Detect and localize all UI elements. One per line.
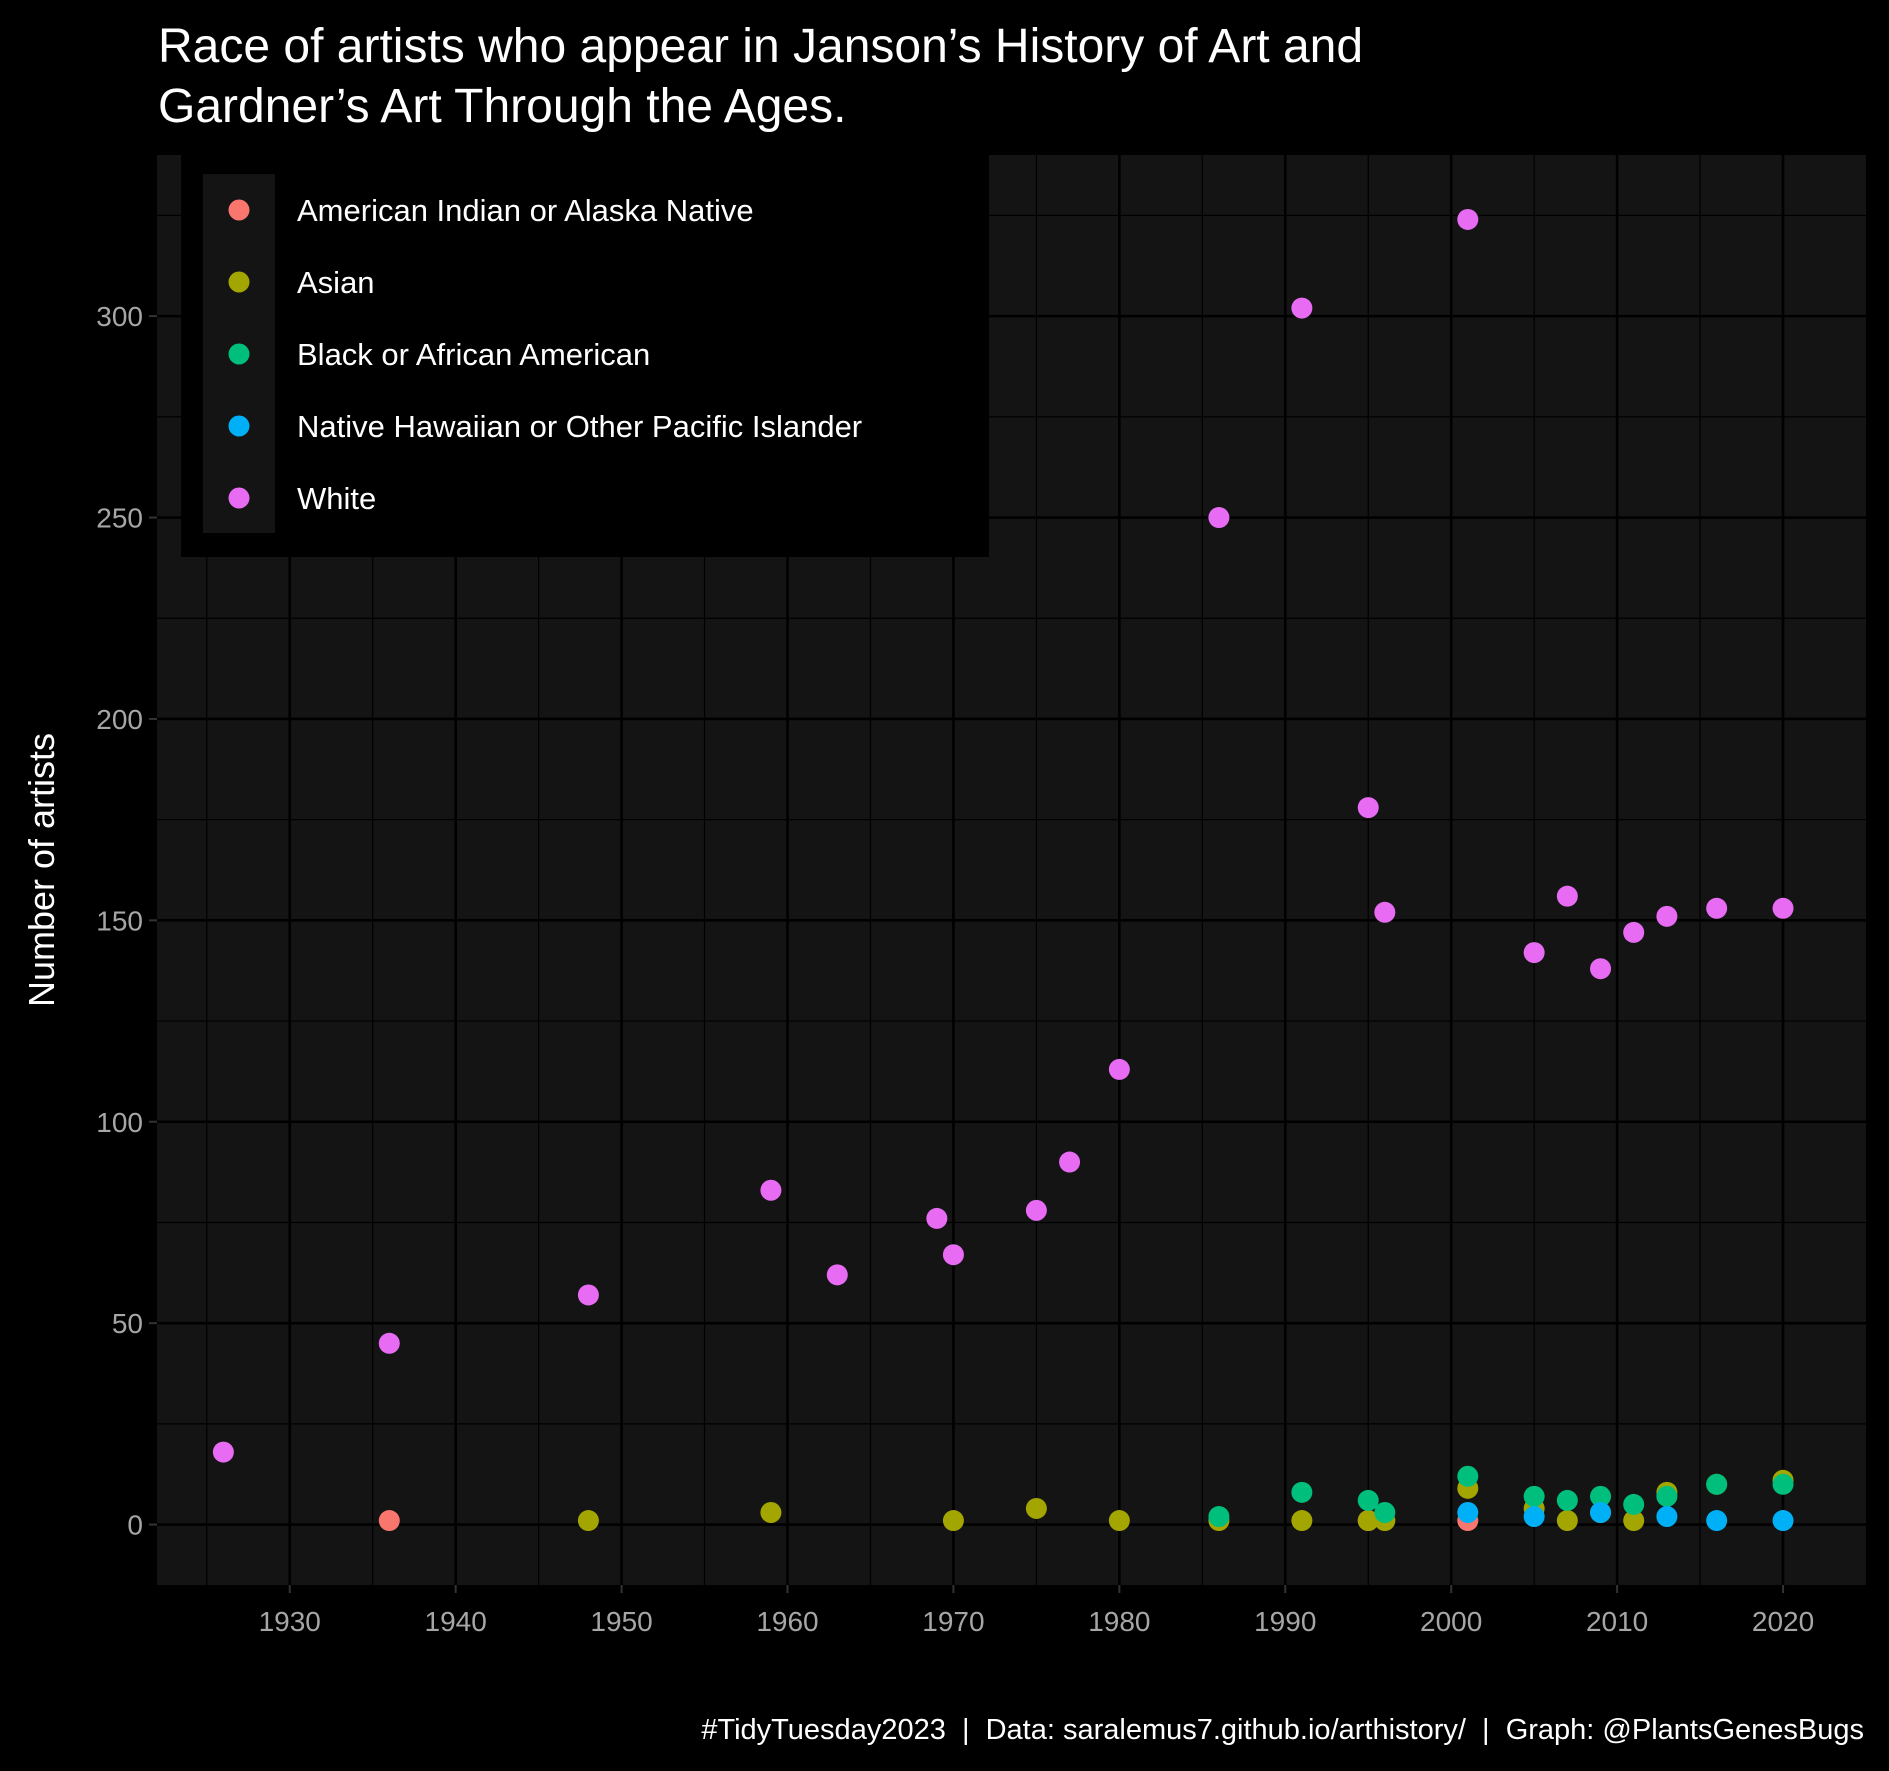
point-series-2 [1556, 1489, 1578, 1511]
x-axis-ticks: 1930 1940 1950 1960 1970 1980 1990 2000 2010 2020 [259, 1585, 1814, 1637]
x-tick-label: 2020 [1752, 1606, 1814, 1637]
data-points [212, 208, 1794, 1532]
chart-title-line-2: Gardner’s Art Through the Ages. [158, 80, 846, 133]
point-series-1 [1025, 1497, 1047, 1519]
point-series-1 [1556, 1510, 1578, 1532]
x-tick-label: 1970 [922, 1606, 984, 1637]
point-series-4 [1772, 897, 1794, 919]
y-tick-label: 0 [127, 1510, 143, 1541]
y-tick-label: 300 [96, 301, 143, 332]
y-tick-label: 100 [96, 1107, 143, 1138]
point-series-2 [1291, 1481, 1313, 1503]
point-series-4 [1291, 297, 1313, 319]
point-series-1 [1291, 1510, 1313, 1532]
y-axis-ticks: 0 50 100 150 200 250 300 [96, 301, 157, 1541]
point-series-2 [1772, 1473, 1794, 1495]
point-series-4 [1357, 797, 1379, 819]
point-series-4 [1556, 885, 1578, 907]
point-series-4 [1059, 1151, 1081, 1173]
point-series-4 [1523, 942, 1545, 964]
point-series-3 [1772, 1510, 1794, 1532]
x-tick-label: 2010 [1586, 1606, 1648, 1637]
legend-label-2: Black or African American [297, 337, 650, 372]
point-series-2 [1706, 1473, 1728, 1495]
legend-key-0 [228, 199, 250, 221]
y-tick-label: 50 [112, 1308, 143, 1339]
point-series-1 [760, 1501, 782, 1523]
point-series-3 [1590, 1501, 1612, 1523]
point-series-4 [1374, 901, 1396, 923]
point-series-4 [1208, 507, 1230, 529]
point-series-2 [1656, 1485, 1678, 1507]
point-series-4 [1457, 208, 1479, 230]
legend-label-4: White [297, 481, 376, 516]
point-series-2 [1457, 1465, 1479, 1487]
point-series-1 [1357, 1510, 1379, 1532]
point-series-3 [1706, 1510, 1728, 1532]
point-series-2 [1357, 1489, 1379, 1511]
point-series-4 [826, 1264, 848, 1286]
point-series-4 [760, 1179, 782, 1201]
caption: #TidyTuesday2023 | Data: saralemus7.gith… [701, 1714, 1864, 1746]
point-series-4 [942, 1244, 964, 1266]
point-series-3 [1457, 1501, 1479, 1523]
point-series-4 [212, 1441, 234, 1463]
point-series-1 [942, 1510, 964, 1532]
point-series-0 [378, 1510, 400, 1532]
point-series-4 [577, 1284, 599, 1306]
point-series-2 [1590, 1485, 1612, 1507]
point-series-4 [378, 1332, 400, 1354]
legend-label-0: American Indian or Alaska Native [297, 193, 754, 228]
point-series-1 [1623, 1510, 1645, 1532]
x-tick-label: 1960 [756, 1606, 818, 1637]
y-tick-label: 200 [96, 704, 143, 735]
x-tick-label: 1980 [1088, 1606, 1150, 1637]
legend-key-1 [228, 271, 250, 293]
legend-label-3: Native Hawaiian or Other Pacific Islande… [297, 409, 862, 444]
point-series-2 [1208, 1506, 1230, 1528]
point-series-4 [926, 1207, 948, 1229]
point-series-1 [577, 1510, 599, 1532]
legend-background [181, 155, 989, 557]
point-series-1 [1108, 1510, 1130, 1532]
x-tick-label: 1990 [1254, 1606, 1316, 1637]
point-series-2 [1523, 1485, 1545, 1507]
legend-label-1: Asian [297, 265, 375, 300]
point-series-2 [1623, 1493, 1645, 1515]
x-tick-label: 1940 [425, 1606, 487, 1637]
legend: American Indian or Alaska Native Asian Bla… [181, 155, 989, 557]
y-tick-label: 150 [96, 905, 143, 936]
legend-key-3 [228, 415, 250, 437]
x-tick-label: 1950 [590, 1606, 652, 1637]
point-series-3 [1656, 1506, 1678, 1528]
point-series-4 [1656, 905, 1678, 927]
x-tick-label: 1930 [259, 1606, 321, 1637]
point-series-4 [1025, 1199, 1047, 1221]
point-series-4 [1590, 958, 1612, 980]
chart-title-line-1: Race of artists who appear in Janson’s H… [158, 20, 1363, 73]
point-series-4 [1706, 897, 1728, 919]
point-series-4 [1108, 1058, 1130, 1080]
point-series-3 [1523, 1506, 1545, 1528]
point-series-4 [1623, 921, 1645, 943]
y-tick-label: 250 [96, 503, 143, 534]
legend-key-4 [228, 487, 250, 509]
legend-key-2 [228, 343, 250, 365]
x-tick-label: 2000 [1420, 1606, 1482, 1637]
point-series-2 [1374, 1501, 1396, 1523]
y-axis-title: Number of artists [21, 733, 62, 1007]
